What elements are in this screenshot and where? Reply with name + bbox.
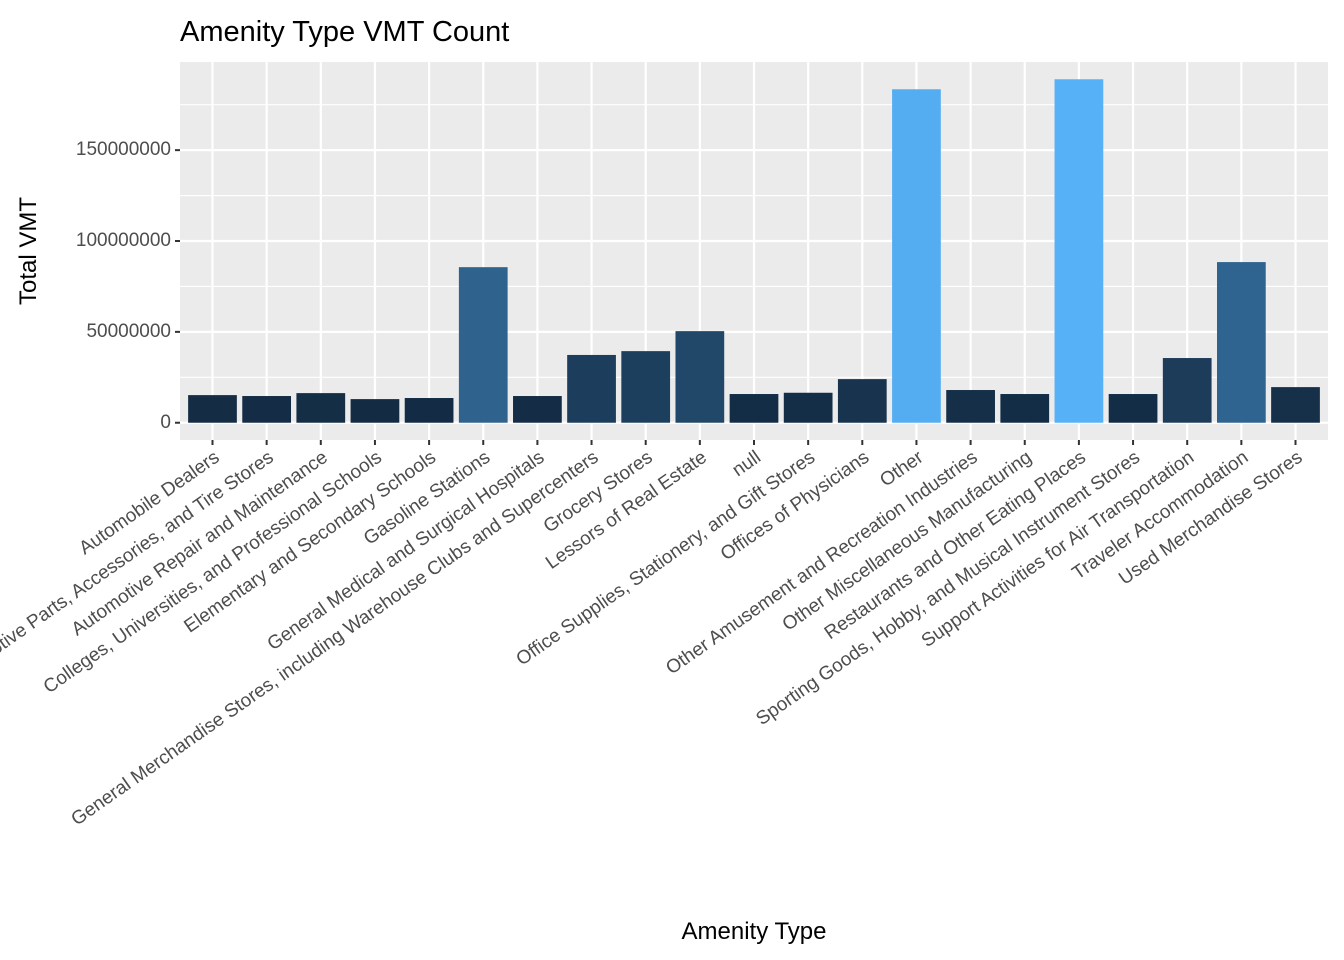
- bar-1: [188, 395, 237, 423]
- bar-6: [458, 267, 508, 423]
- bar-19: [1162, 358, 1212, 423]
- bar-20: [1216, 262, 1266, 423]
- y-axis-title: Total VMT: [15, 197, 42, 305]
- bar-10: [675, 331, 725, 423]
- bar-15: [946, 390, 995, 423]
- bar-14: [892, 89, 941, 423]
- bar-13: [837, 379, 887, 423]
- bar-17: [1054, 79, 1104, 423]
- x-tick-label: null: [729, 447, 765, 481]
- bar-2: [242, 396, 292, 423]
- bar-7: [513, 396, 562, 423]
- bar-21: [1271, 387, 1320, 423]
- bar-4: [350, 399, 400, 423]
- y-tick-label: 150000000: [76, 139, 171, 160]
- y-tick-label: 0: [160, 412, 171, 433]
- bar-12: [783, 392, 833, 423]
- bar-11: [729, 394, 779, 423]
- bar-8: [567, 354, 616, 423]
- bar-16: [1000, 394, 1050, 423]
- bar-3: [296, 393, 346, 423]
- y-axis: 0 50000000 100000000 150000000: [76, 139, 180, 433]
- bar-18: [1108, 394, 1158, 423]
- bar-5: [404, 398, 454, 423]
- y-tick-label: 100000000: [76, 230, 171, 251]
- bars: [188, 79, 1320, 423]
- y-tick-label: 50000000: [86, 321, 171, 342]
- bar-9: [621, 351, 671, 423]
- x-axis-title: Amenity Type: [682, 918, 827, 945]
- chart-title: Amenity Type VMT Count: [180, 16, 509, 48]
